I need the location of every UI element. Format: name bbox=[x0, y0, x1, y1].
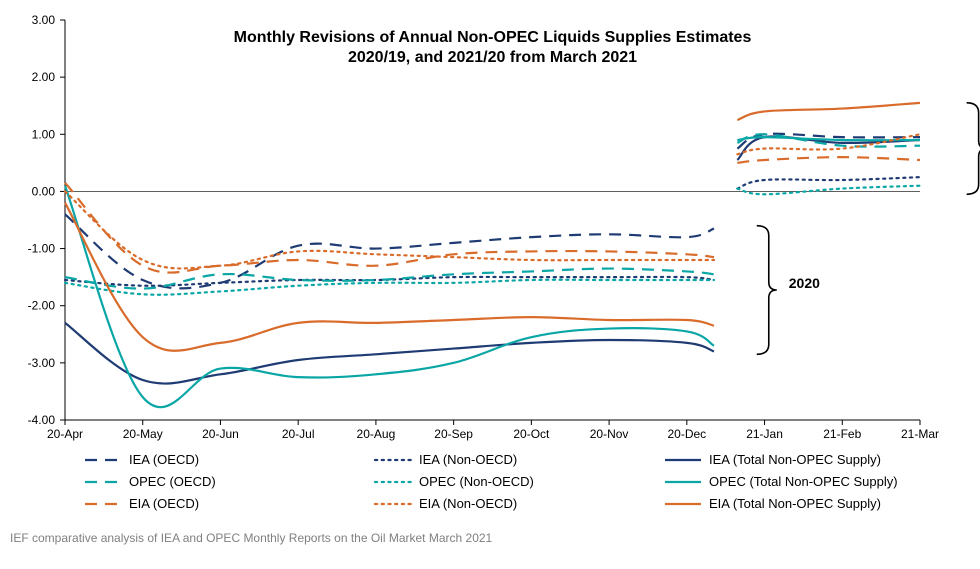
x-tick-label: 21-Jan bbox=[746, 427, 783, 441]
chart-svg: Monthly Revisions of Annual Non-OPEC Liq… bbox=[0, 0, 980, 569]
x-tick-label: 20-Aug bbox=[357, 427, 396, 441]
x-tick-label: 20-Sep bbox=[434, 427, 473, 441]
series-eia_nonoecd-2020 bbox=[65, 191, 714, 268]
x-tick-label: 20-May bbox=[123, 427, 163, 441]
legend-label: OPEC (Non-OECD) bbox=[419, 474, 534, 489]
y-tick-label: -1.00 bbox=[28, 242, 56, 256]
legend-label: OPEC (OECD) bbox=[129, 474, 216, 489]
y-tick-label: 1.00 bbox=[32, 127, 56, 141]
series-opec_nonoecd-2021 bbox=[737, 186, 920, 195]
annotation-label: 2020 bbox=[789, 275, 820, 291]
series-opec_total-2020 bbox=[65, 186, 714, 408]
legend-label: IEA (OECD) bbox=[129, 452, 199, 467]
y-tick-label: 0.00 bbox=[32, 184, 56, 198]
x-tick-label: 20-Dec bbox=[667, 427, 706, 441]
chart-title-line2: 2020/19, and 2021/20 from March 2021 bbox=[348, 49, 637, 66]
y-tick-label: 2.00 bbox=[32, 70, 56, 84]
x-tick-label: 21-Feb bbox=[823, 427, 861, 441]
x-tick-label: 21-Mar bbox=[901, 427, 939, 441]
y-tick-label: 3.00 bbox=[32, 13, 56, 27]
x-tick-label: 20-Jul bbox=[282, 427, 315, 441]
legend-label: EIA (Non-OECD) bbox=[419, 496, 517, 511]
chart-container: Monthly Revisions of Annual Non-OPEC Liq… bbox=[0, 0, 980, 569]
x-tick-label: 20-Nov bbox=[590, 427, 629, 441]
annotation-brace bbox=[757, 226, 777, 355]
legend-label: IEA (Non-OECD) bbox=[419, 452, 517, 467]
series-iea_total-2020 bbox=[65, 323, 714, 384]
x-tick-label: 20-Oct bbox=[513, 427, 550, 441]
x-tick-label: 20-Apr bbox=[47, 427, 83, 441]
legend-label: EIA (OECD) bbox=[129, 496, 199, 511]
annotation-brace bbox=[967, 103, 980, 194]
chart-title-line1: Monthly Revisions of Annual Non-OPEC Liq… bbox=[234, 29, 752, 46]
y-tick-label: -2.00 bbox=[28, 299, 56, 313]
y-tick-label: -3.00 bbox=[28, 356, 56, 370]
x-tick-label: 20-Jun bbox=[202, 427, 239, 441]
y-tick-label: -4.00 bbox=[28, 413, 56, 427]
legend-label: IEA (Total Non-OPEC Supply) bbox=[709, 452, 881, 467]
legend-label: EIA (Total Non-OPEC Supply) bbox=[709, 496, 881, 511]
series-eia_oecd-2020 bbox=[65, 183, 714, 273]
series-eia_total-2021 bbox=[737, 103, 920, 120]
series-eia_oecd-2021 bbox=[737, 157, 920, 163]
chart-caption: IEF comparative analysis of IEA and OPEC… bbox=[10, 531, 493, 545]
legend-label: OPEC (Total Non-OPEC Supply) bbox=[709, 474, 898, 489]
